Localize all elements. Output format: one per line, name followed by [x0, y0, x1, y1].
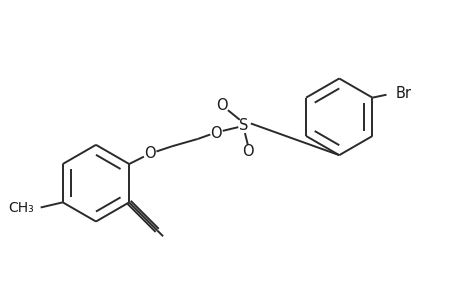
Text: CH₃: CH₃ — [8, 201, 34, 215]
Text: O: O — [210, 125, 222, 140]
Text: Br: Br — [395, 86, 411, 101]
Text: S: S — [239, 118, 248, 133]
Text: O: O — [216, 98, 227, 112]
Text: O: O — [144, 146, 155, 161]
Text: O: O — [241, 144, 253, 159]
